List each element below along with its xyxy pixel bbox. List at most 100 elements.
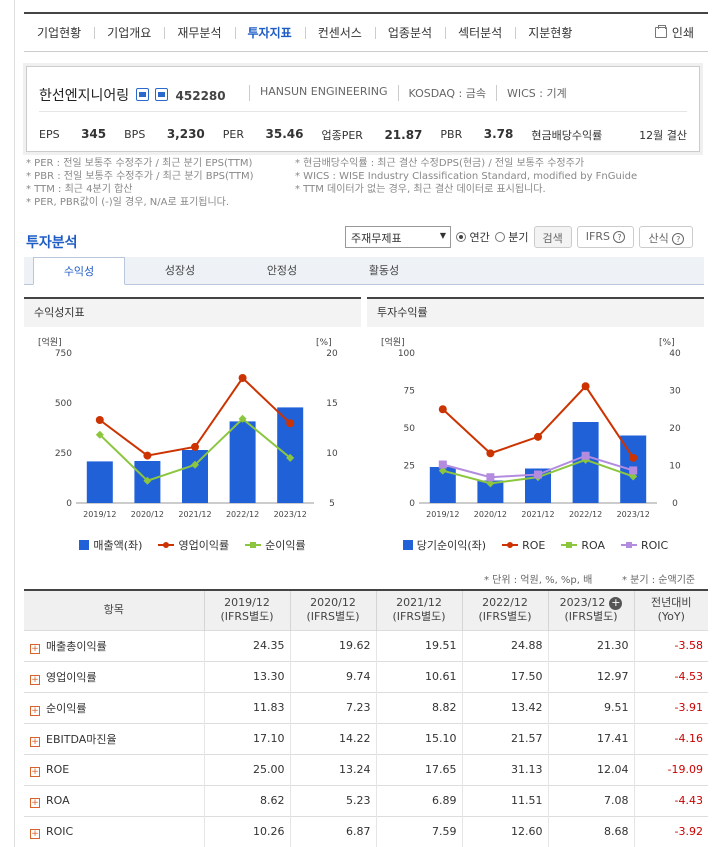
tab-company-status[interactable]: 기업현황: [37, 25, 82, 40]
search-button[interactable]: 검색: [533, 226, 572, 248]
return-chart: 투자수익률 [억원] [%] 100 75 50 25 0 40 30 20 10 0 2019/12 2…: [367, 297, 704, 559]
x-tick-label: 2022/12: [569, 510, 602, 519]
row-label[interactable]: + ROIC: [24, 815, 205, 847]
legend-item[interactable]: ROA: [561, 537, 605, 553]
ifrs-button[interactable]: IFRS ?: [576, 226, 635, 248]
tab-sector-analysis[interactable]: 섹터분석: [445, 25, 515, 41]
print-button[interactable]: 인쇄: [654, 24, 694, 41]
y-right-tick-label: 10: [326, 449, 338, 459]
help-icon: ?: [613, 231, 626, 243]
legend-item[interactable]: 순이익률: [245, 537, 306, 553]
y-left-tick-label: 25: [404, 462, 415, 472]
building-icon[interactable]: [155, 88, 169, 101]
expand-icon[interactable]: +: [30, 674, 40, 685]
line-point: [534, 470, 542, 479]
page-frame: [14, 0, 715, 847]
tab-industry-analysis[interactable]: 업종분석: [374, 25, 445, 41]
tab-consensus[interactable]: 컨센서스: [304, 25, 375, 41]
y-left-tick-label: 75: [404, 387, 415, 397]
chart-legend: 매출액(좌) 영업이익률 순이익률: [24, 537, 361, 553]
header-period: 2021/12 (IFRS별도): [376, 589, 463, 630]
tab-investment-indicators[interactable]: 투자지표: [234, 25, 305, 41]
line-point: [534, 432, 542, 441]
home-icon[interactable]: [135, 88, 149, 101]
bar-mark: [86, 461, 113, 503]
table-cell: 15.10: [376, 722, 463, 754]
row-label[interactable]: + 순이익률: [24, 691, 205, 723]
expand-icon[interactable]: +: [30, 736, 40, 747]
expand-icon[interactable]: +: [30, 766, 40, 777]
expand-icon[interactable]: +: [30, 797, 40, 808]
header-period: 2023/12 + (IFRS별도): [548, 589, 635, 630]
expand-icon[interactable]: +: [30, 643, 40, 654]
company-summary: 한선엔지니어링 452280 HANSUN ENGINEERING KOSDAQ…: [26, 66, 700, 152]
header-period: 2022/12 (IFRS별도): [462, 589, 549, 630]
subtab-stability[interactable]: 안정성: [266, 264, 298, 277]
table-row: + 매출총이익률 24.35 19.62 19.51 24.88 21.30 -3.58: [24, 629, 708, 661]
line-point: [143, 451, 152, 460]
profitability-chart-svg: [억원] [%] 750 500 250 0 20 15 10 5 2019/12 2020/12 20…: [38, 336, 338, 519]
radio-quarter[interactable]: 분기: [494, 229, 529, 245]
table-cell: 11.51: [462, 784, 549, 816]
legend-swatch: [561, 540, 578, 550]
line-point: [438, 466, 447, 475]
subtab-growth[interactable]: 성장성: [164, 264, 196, 277]
line-point: [581, 382, 590, 391]
radio-annual[interactable]: 연간: [456, 229, 490, 245]
y-right-axis-label: [%]: [316, 338, 332, 348]
table-row: + 순이익률 11.83 7.23 8.82 13.42 9.51 -3.91: [24, 691, 708, 723]
notes-right: * 현금배당수익률 : 최근 결산 수정DPS(현금) / 전일 보통주 수정주…: [295, 158, 638, 195]
legend-swatch: [245, 540, 262, 550]
table-cell: 24.35: [204, 629, 291, 661]
statement-select[interactable]: 주재무제표: [345, 226, 451, 248]
legend-item[interactable]: 당기순이익(좌): [402, 537, 486, 553]
line-point: [286, 453, 295, 462]
y-right-tick-label: 20: [326, 349, 338, 359]
y-right-axis-label: [%]: [659, 338, 675, 348]
line-point: [95, 430, 104, 439]
bar-mark: [477, 480, 504, 503]
tab-financial-analysis[interactable]: 재무분석: [164, 25, 234, 41]
chart-title: 수익성지표: [24, 297, 361, 327]
ratio-table: 항목 2019/12 (IFRS별도) 2020/12 (IFRS별도) 2021/…: [24, 589, 708, 847]
table-cell: 5.23: [290, 784, 377, 816]
legend-item[interactable]: ROIC: [620, 537, 668, 553]
legend-item[interactable]: 매출액(좌): [79, 537, 142, 553]
x-tick-label: 2022/12: [226, 510, 259, 519]
expand-icon[interactable]: +: [30, 828, 40, 839]
legend-item[interactable]: 영업이익률: [158, 537, 229, 553]
subtab-profitability[interactable]: 수익성: [33, 257, 125, 285]
row-label[interactable]: + 영업이익률: [24, 660, 205, 692]
expand-icon[interactable]: +: [609, 596, 623, 611]
bar-mark: [229, 421, 256, 503]
line-point: [238, 414, 247, 423]
line-point: [581, 451, 590, 460]
line-point: [191, 460, 199, 469]
table-cell: 10.26: [204, 815, 291, 847]
stock-code: 452280: [175, 89, 226, 103]
legend-item[interactable]: ROE: [502, 537, 545, 553]
tab-shareholding[interactable]: 지분현황: [515, 25, 585, 41]
printer-icon: [654, 25, 667, 38]
y-right-tick-label: 0: [672, 499, 678, 509]
subtab-activity[interactable]: 활동성: [368, 264, 400, 277]
x-tick-label: 2020/12: [474, 510, 507, 519]
table-cell: 7.59: [376, 815, 463, 847]
tab-company-overview[interactable]: 기업개요: [94, 25, 164, 41]
profitability-chart: 수익성지표 [억원] [%] 750 500 250 0 20 15 10 5 2019/12 202…: [24, 297, 361, 559]
line-point: [486, 479, 495, 488]
y-right-tick-label: 5: [329, 499, 335, 509]
line-point: [486, 473, 495, 482]
y-left-tick-label: 250: [55, 449, 72, 459]
formula-button[interactable]: 산식 ?: [639, 226, 694, 248]
y-left-tick-label: 50: [404, 424, 416, 434]
row-label[interactable]: + 매출총이익률: [24, 629, 205, 661]
table-cell: 14.22: [290, 722, 377, 754]
row-label[interactable]: + ROE: [24, 753, 205, 785]
line-point: [238, 374, 247, 382]
row-label[interactable]: + EBITDA마진율: [24, 722, 205, 754]
section-title: 투자분석: [26, 235, 78, 251]
row-label[interactable]: + ROA: [24, 784, 205, 816]
expand-icon[interactable]: +: [30, 705, 40, 716]
header-period: 2019/12 (IFRS별도): [204, 589, 291, 630]
